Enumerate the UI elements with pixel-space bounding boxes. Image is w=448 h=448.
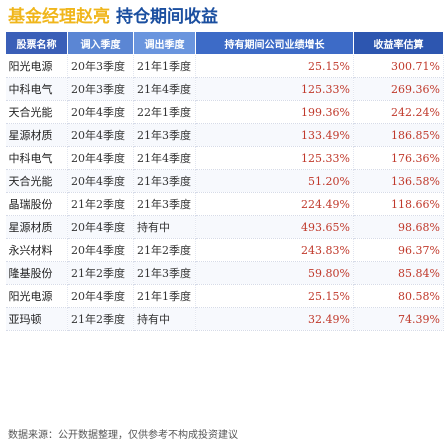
cell-return-estimate: 80.58% [353,284,444,308]
cell-earnings-growth: 59.80% [195,261,354,285]
table-row: 阳光电源 20年3季度 21年1季度 25.15% 300.71% [5,54,444,78]
cell-stock-name: 中科电气 [5,146,68,170]
cell-earnings-growth: 493.65% [195,215,354,239]
cell-in-quarter: 20年4季度 [67,146,134,170]
cell-earnings-growth: 51.20% [195,169,354,193]
cell-in-quarter: 21年2季度 [67,261,134,285]
cell-out-quarter: 21年3季度 [133,192,196,216]
title-subject: 持仓期间收益 [116,7,218,27]
cell-out-quarter: 21年4季度 [133,77,196,101]
cell-out-quarter: 21年3季度 [133,261,196,285]
cell-earnings-growth: 125.33% [195,77,354,101]
cell-in-quarter: 20年4季度 [67,215,134,239]
cell-stock-name: 隆基股份 [5,261,68,285]
cell-earnings-growth: 224.49% [195,192,354,216]
cell-in-quarter: 21年2季度 [67,192,134,216]
cell-earnings-growth: 199.36% [195,100,354,124]
table-header-row: 股票名称 调入季度 调出季度 持有期间公司业绩增长 收益率估算 [5,31,444,55]
cell-out-quarter: 持有中 [133,307,196,331]
cell-stock-name: 阳光电源 [5,54,68,78]
cell-stock-name: 天合光能 [5,100,68,124]
cell-out-quarter: 21年3季度 [133,123,196,147]
header-earnings-growth: 持有期间公司业绩增长 [195,31,354,55]
cell-return-estimate: 74.39% [353,307,444,331]
cell-stock-name: 亚玛顿 [5,307,68,331]
cell-out-quarter: 22年1季度 [133,100,196,124]
header-return-estimate: 收益率估算 [353,31,444,55]
cell-stock-name: 中科电气 [5,77,68,101]
cell-out-quarter: 21年4季度 [133,146,196,170]
cell-in-quarter: 21年2季度 [67,307,134,331]
cell-return-estimate: 242.24% [353,100,444,124]
header-out-quarter: 调出季度 [133,31,196,55]
cell-return-estimate: 85.84% [353,261,444,285]
table-row: 永兴材料 20年4季度 21年2季度 243.83% 96.37% [5,238,444,262]
table-row: 亚玛顿 21年2季度 持有中 32.49% 74.39% [5,307,444,331]
cell-out-quarter: 21年3季度 [133,169,196,193]
cell-in-quarter: 20年3季度 [67,54,134,78]
header-in-quarter: 调入季度 [67,31,134,55]
cell-out-quarter: 21年2季度 [133,238,196,262]
cell-stock-name: 天合光能 [5,169,68,193]
cell-in-quarter: 20年4季度 [67,169,134,193]
cell-stock-name: 星源材质 [5,123,68,147]
table-row: 星源材质 20年4季度 21年3季度 133.49% 186.85% [5,123,444,147]
cell-stock-name: 永兴材料 [5,238,68,262]
table-row: 中科电气 20年3季度 21年4季度 125.33% 269.36% [5,77,444,101]
cell-earnings-growth: 25.15% [195,54,354,78]
cell-earnings-growth: 32.49% [195,307,354,331]
cell-earnings-growth: 243.83% [195,238,354,262]
source-note: 数据来源：公开数据整理，仅供参考不构成投资建议 [8,430,238,441]
cell-earnings-growth: 125.33% [195,146,354,170]
table-row: 中科电气 20年4季度 21年4季度 125.33% 176.36% [5,146,444,170]
table-row: 星源材质 20年4季度 持有中 493.65% 98.68% [5,215,444,239]
cell-earnings-growth: 25.15% [195,284,354,308]
cell-return-estimate: 118.66% [353,192,444,216]
cell-return-estimate: 98.68% [353,215,444,239]
cell-return-estimate: 186.85% [353,123,444,147]
holdings-table: 股票名称 调入季度 调出季度 持有期间公司业绩增长 收益率估算 阳光电源 20年… [5,31,444,331]
cell-earnings-growth: 133.49% [195,123,354,147]
table-row: 天合光能 20年4季度 21年3季度 51.20% 136.58% [5,169,444,193]
cell-stock-name: 阳光电源 [5,284,68,308]
cell-in-quarter: 20年4季度 [67,100,134,124]
cell-return-estimate: 176.36% [353,146,444,170]
cell-stock-name: 晶瑞股份 [5,192,68,216]
cell-return-estimate: 136.58% [353,169,444,193]
cell-return-estimate: 96.37% [353,238,444,262]
cell-return-estimate: 269.36% [353,77,444,101]
table-row: 隆基股份 21年2季度 21年3季度 59.80% 85.84% [5,261,444,285]
table-row: 天合光能 20年4季度 22年1季度 199.36% 242.24% [5,100,444,124]
table-row: 阳光电源 20年4季度 21年1季度 25.15% 80.58% [5,284,444,308]
cell-out-quarter: 持有中 [133,215,196,239]
cell-in-quarter: 20年3季度 [67,77,134,101]
page-title: 基金经理赵亮 持仓期间收益 [8,2,440,28]
title-manager: 基金经理赵亮 [8,7,110,27]
cell-in-quarter: 20年4季度 [67,238,134,262]
cell-stock-name: 星源材质 [5,215,68,239]
cell-return-estimate: 300.71% [353,54,444,78]
table-row: 晶瑞股份 21年2季度 21年3季度 224.49% 118.66% [5,192,444,216]
header-stock-name: 股票名称 [5,31,68,55]
cell-in-quarter: 20年4季度 [67,123,134,147]
cell-in-quarter: 20年4季度 [67,284,134,308]
cell-out-quarter: 21年1季度 [133,284,196,308]
cell-out-quarter: 21年1季度 [133,54,196,78]
